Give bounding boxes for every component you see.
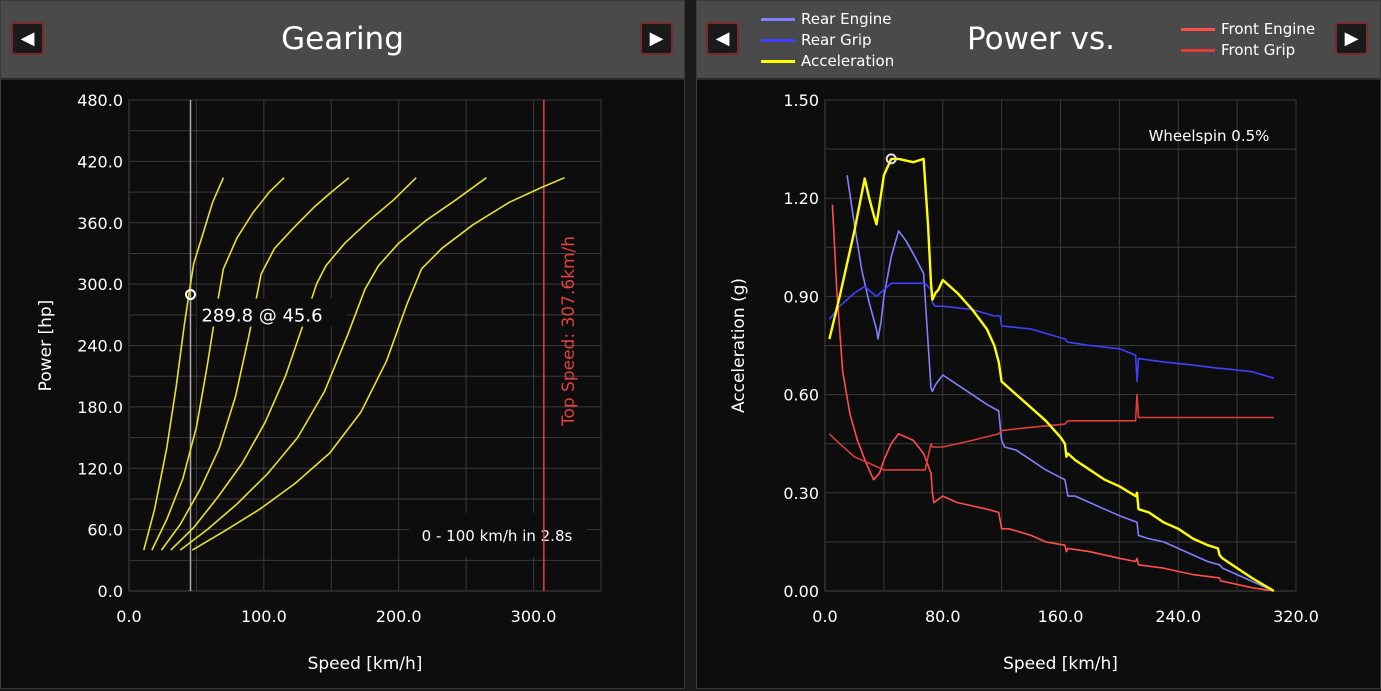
gearing-y-tick-label: 180.0 (77, 398, 123, 417)
gearing-next-button[interactable]: ▶ (640, 22, 673, 55)
series-rear-grip-line (828, 282, 1275, 383)
legend-swatch-front-grip (1181, 49, 1215, 52)
gearing-panel: ◀ Gearing ▶ 0.0 100.0 200.0 300.0 0.0 60.0 120… (0, 0, 685, 689)
traction-y-tick-label: 0.60 (783, 386, 819, 405)
gearing-y-tick-label: 120.0 (77, 459, 123, 478)
traction-cursor-marker (885, 153, 897, 165)
gearing-y-tick-label: 360.0 (77, 214, 123, 233)
traction-y-tick-label: 1.20 (783, 189, 819, 208)
traction-x-tick-label: 80.0 (925, 607, 961, 626)
gearing-y-tick-label: 300.0 (77, 275, 123, 294)
traction-y-tick-label: 0.30 (783, 484, 819, 503)
legend-label-front-engine: Front Engine (1221, 20, 1316, 38)
traction-x-tick-label: 160.0 (1038, 607, 1084, 626)
series-rear-engine-line (846, 175, 1275, 592)
legend-swatch-rear-engine (761, 18, 795, 21)
traction-y-tick-label: 0.90 (783, 287, 819, 306)
traction-y-tick-label: 1.50 (783, 91, 819, 110)
gearing-header: ◀ Gearing ▶ (1, 1, 684, 80)
traction-chart: 0.0 80.0 160.0 240.0 320.0 0.00 0.30 0.60 0.90 1.… (729, 91, 1319, 674)
legend-swatch-front-engine (1181, 28, 1215, 31)
traction-x-tick-label: 0.0 (812, 607, 837, 626)
gearing-annotation: 0 - 100 km/h in 2.8s (422, 527, 573, 545)
gearing-y-axis-label: Power [hp] (36, 300, 56, 392)
gear-5-curve (179, 177, 487, 551)
top-speed-label: Top Speed: 307.6km/h (559, 236, 579, 427)
traction-x-tick-label: 240.0 (1155, 607, 1201, 626)
legend-label-rear-grip: Rear Grip (801, 31, 872, 49)
legend-label-rear-engine: Rear Engine (801, 10, 892, 28)
gearing-x-tick-label: 200.0 (376, 607, 422, 626)
gearing-cursor-label: 289.8 @ 45.6 (201, 306, 322, 327)
gearing-y-tick-label: 60.0 (87, 521, 123, 540)
traction-x-axis-label: Speed [km/h] (1003, 654, 1118, 674)
legend-label-acceleration: Acceleration (801, 52, 895, 70)
gearing-prev-button[interactable]: ◀ (11, 22, 44, 55)
gear-1-curve (143, 177, 225, 551)
traction-next-button[interactable]: ▶ (1335, 22, 1368, 55)
gearing-y-tick-label: 420.0 (77, 152, 123, 171)
series-front-engine-line (831, 204, 1275, 592)
gearing-cursor-label-bg (196, 298, 347, 327)
traction-y-tick-label: 0.00 (783, 582, 819, 601)
gear-6-curve (191, 176, 565, 551)
traction-panel: ◀ Rear Engine Rear Grip Acceleration Pow… (696, 0, 1381, 689)
gearing-x-tick-label: 100.0 (241, 607, 287, 626)
wheelspin-annotation: Wheelspin 0.5% (1149, 127, 1270, 145)
series-front-grip-line (828, 393, 1274, 471)
series-acceleration-line (828, 157, 1275, 593)
gearing-y-tick-label: 480.0 (77, 91, 123, 110)
gearing-y-tick-label: 240.0 (77, 337, 123, 356)
gearing-annotation-box (409, 513, 587, 557)
gearing-x-tick-label: 300.0 (511, 607, 557, 626)
legend-label-front-grip: Front Grip (1221, 41, 1296, 59)
traction-x-tick-label: 320.0 (1273, 607, 1319, 626)
gearing-y-tick-label: 0.0 (98, 582, 123, 601)
gearing-chart: 0.0 100.0 200.0 300.0 0.0 60.0 120.0 180.0 240.0… (36, 91, 602, 674)
traction-y-axis-label: Acceleration (g) (729, 278, 749, 413)
gearing-x-axis-label: Speed [km/h] (308, 654, 423, 674)
gearing-title: Gearing (281, 21, 404, 57)
gearing-x-tick-label: 0.0 (116, 607, 141, 626)
gearing-cursor-marker (184, 289, 196, 301)
traction-header: ◀ Rear Engine Rear Grip Acceleration Pow… (697, 1, 1380, 134)
legend-swatch-rear-grip (761, 39, 795, 42)
traction-prev-button[interactable]: ◀ (706, 22, 739, 55)
legend-swatch-acceleration (761, 60, 795, 63)
